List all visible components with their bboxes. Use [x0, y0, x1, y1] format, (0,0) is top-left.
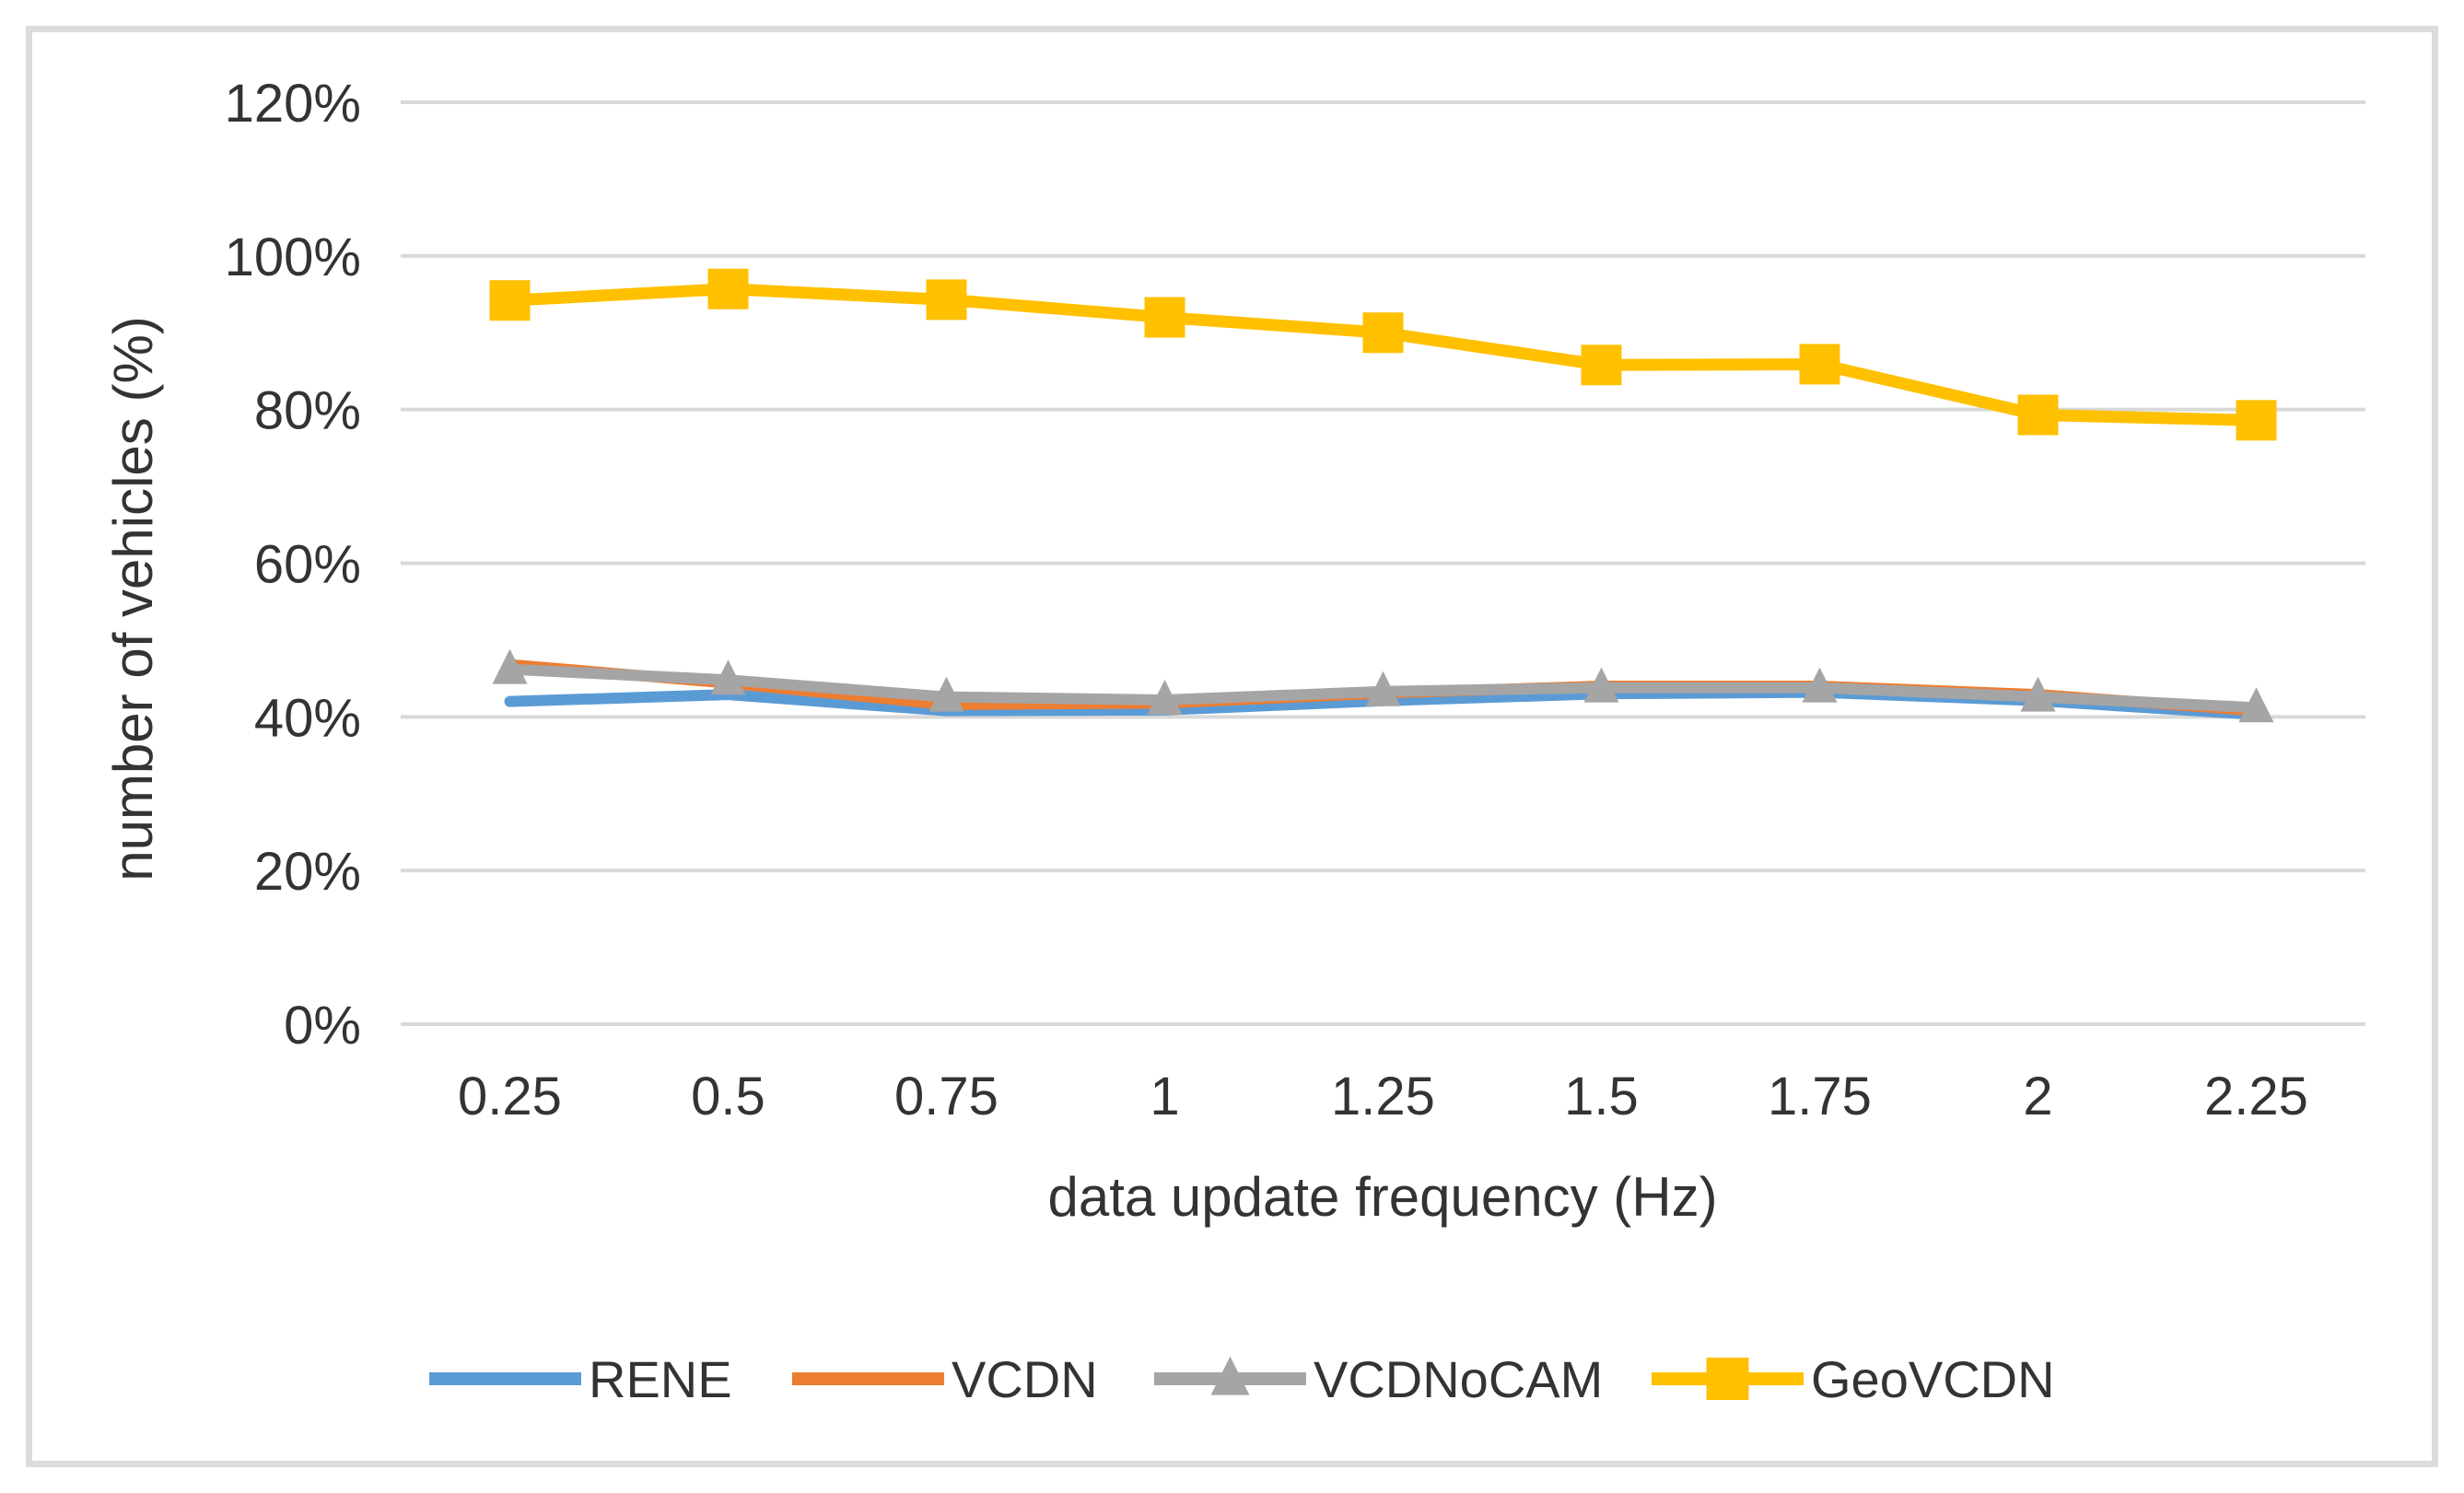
y-axis-tick-label: 60%	[254, 535, 361, 595]
square-marker-icon	[2017, 394, 2059, 436]
triangle-marker-icon	[492, 648, 528, 684]
legend-item-geovcdn: GeoVCDN	[1652, 1350, 2055, 1408]
x-axis-tick-label: 0.5	[691, 1067, 765, 1126]
x-axis-tick-label: 2	[2023, 1067, 2052, 1126]
square-marker-icon	[1581, 344, 1622, 386]
triangle-marker-icon	[1147, 679, 1183, 715]
square-marker-icon	[1799, 344, 1840, 385]
legend-label: VCDN	[952, 1350, 1098, 1408]
legend-triangle-marker-icon	[1210, 1356, 1250, 1395]
y-axis-tick-label: 80%	[254, 381, 361, 441]
triangle-marker-icon	[2238, 687, 2274, 723]
tick-labels-group: 0% 20% 40% 60% 80% 100% 120% 0.25 0.5 0.75 1 1.25 1.…	[225, 74, 2308, 1126]
series-line-geovcdn	[504, 283, 2262, 426]
series-group	[489, 268, 2277, 723]
x-axis-tick-label: 0.75	[894, 1067, 998, 1126]
triangle-marker-icon	[710, 659, 746, 695]
x-axis-tick-label: 0.25	[458, 1067, 562, 1126]
legend-label: RENE	[589, 1350, 732, 1408]
triangle-marker-icon	[2020, 676, 2056, 712]
legend: RENE VCDN VCDNoCAM GeoVCDN	[429, 1350, 2055, 1408]
x-axis-tick-label: 1	[1150, 1067, 1179, 1126]
y-axis-tick-label: 100%	[225, 227, 361, 287]
triangle-marker-icon	[1802, 667, 1838, 703]
x-axis-tick-label: 1.5	[1564, 1067, 1639, 1126]
legend-square-marker-icon	[1706, 1358, 1749, 1400]
x-axis-tick-label: 2.25	[2204, 1067, 2308, 1126]
square-marker-icon	[489, 280, 531, 321]
square-marker-icon	[1362, 312, 1404, 354]
legend-label: VCDNoCAM	[1314, 1350, 1603, 1408]
triangle-marker-icon	[928, 676, 964, 712]
y-axis-tick-label: 20%	[254, 842, 361, 902]
square-marker-icon	[926, 279, 967, 321]
triangle-marker-icon	[1583, 667, 1619, 703]
x-axis-tick-label: 1.75	[1768, 1067, 1872, 1126]
square-marker-icon	[1144, 297, 1185, 338]
x-axis-tick-label: 1.25	[1331, 1067, 1435, 1126]
legend-item-vcdnocam: VCDNoCAM	[1154, 1350, 1603, 1408]
legend-label: GeoVCDN	[1811, 1350, 2055, 1408]
y-axis-tick-label: 0%	[284, 996, 361, 1056]
legend-item-rene: RENE	[429, 1350, 732, 1408]
y-axis-tick-label: 40%	[254, 688, 361, 748]
y-axis-tick-label: 120%	[225, 74, 361, 134]
gridlines-group	[401, 100, 2365, 1026]
y-axis-title: number of vehicles (%)	[102, 316, 164, 881]
triangle-marker-icon	[1365, 671, 1401, 706]
legend-item-vcdn: VCDN	[792, 1350, 1098, 1408]
x-axis-title: data update frequency (Hz)	[1047, 1166, 1717, 1228]
square-marker-icon	[2236, 400, 2277, 441]
square-marker-icon	[707, 268, 749, 309]
